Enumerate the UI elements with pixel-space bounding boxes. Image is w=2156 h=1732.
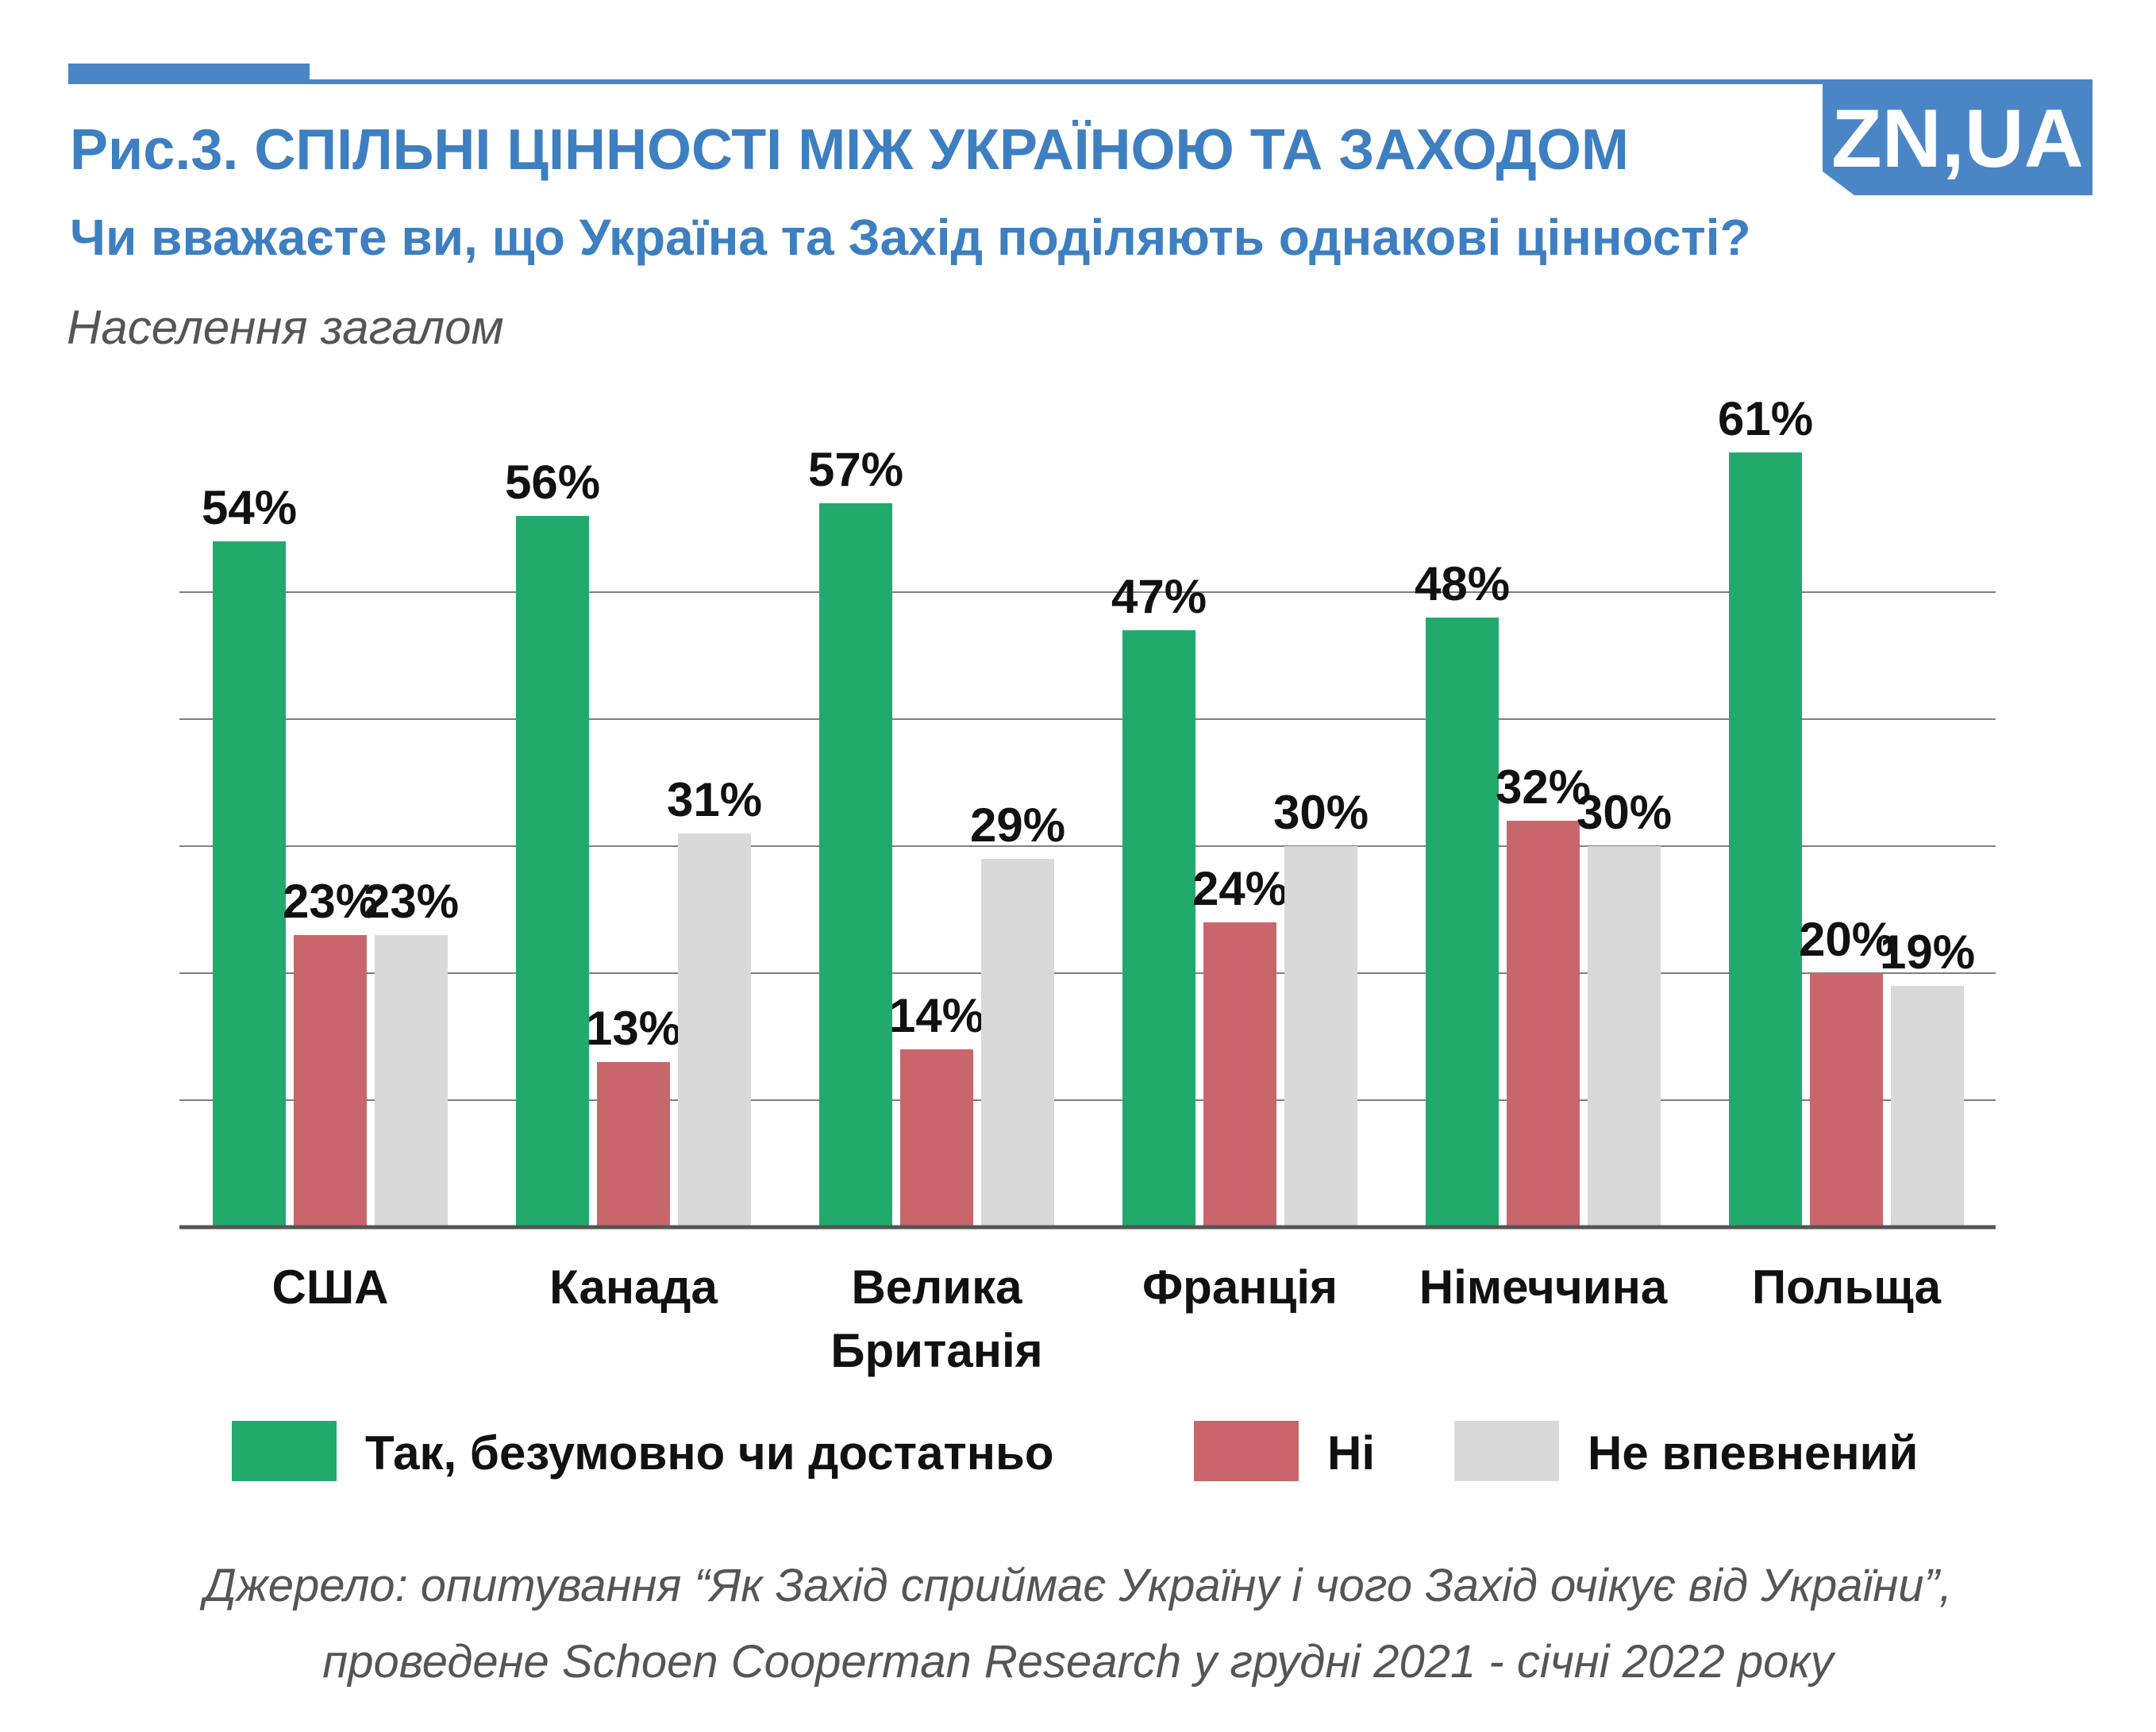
bar-yes [213, 541, 286, 1227]
header-accent-bar [68, 64, 310, 81]
chart-subtitle: Чи вважаєте ви, що Україна та Захід поді… [70, 209, 1751, 266]
data-label: 24% [1192, 862, 1288, 915]
logo-text: ZN,UA [1831, 93, 2084, 185]
bar-no [294, 935, 367, 1227]
data-label: 29% [970, 799, 1065, 852]
data-label: 57% [808, 443, 903, 496]
bar-no [1203, 922, 1276, 1227]
bar-no [1810, 973, 1883, 1227]
category-label: Німеччина [1419, 1261, 1668, 1314]
data-label: 31% [667, 773, 762, 826]
bar-yes [1729, 452, 1802, 1227]
data-label: 13% [586, 1002, 681, 1055]
source-line-2: проведене Schoen Cooperman Research у гр… [322, 1636, 1834, 1688]
data-label: 47% [1111, 570, 1207, 623]
data-label: 23% [283, 875, 378, 928]
bar-unsure [1891, 986, 1964, 1227]
data-label: 61% [1718, 392, 1813, 445]
source-note: Джерело: опитування “Як Захід сприймає У… [0, 1548, 2156, 1700]
chart-legend: Так, безумовно чи достатньо Ні Не впевне… [232, 1421, 1978, 1500]
bar-unsure [375, 935, 448, 1227]
bar-yes [516, 516, 589, 1227]
bar-yes [1426, 618, 1499, 1227]
bar-no [597, 1062, 670, 1227]
bar-yes [819, 503, 892, 1227]
bar-unsure [981, 859, 1054, 1227]
category-label: Франція [1142, 1261, 1338, 1314]
legend-label-yes: Так, безумовно чи достатньо [365, 1426, 1054, 1480]
category-label: Велика [851, 1261, 1022, 1314]
zn-ua-logo: ZN,UA [1823, 84, 2092, 195]
legend-label-no: Ні [1327, 1426, 1375, 1480]
bar-unsure [678, 833, 751, 1227]
bar-unsure [1284, 846, 1357, 1227]
bar-no [900, 1049, 973, 1227]
data-label: 32% [1496, 760, 1591, 814]
category-label: США [272, 1261, 389, 1314]
data-label: 54% [202, 481, 297, 534]
source-line-1: Джерело: опитування “Як Захід сприймає У… [204, 1560, 1952, 1611]
bar-chart: 54% 23%23% США 56% 13% 31% Канада 57% 14% 29% Вели… [179, 392, 1996, 1377]
data-label: 14% [889, 989, 984, 1042]
data-label: 30% [1577, 786, 1672, 839]
data-label: 20% [1799, 913, 1894, 966]
data-label: 30% [1273, 786, 1369, 839]
chart-title: Рис.3. СПІЛЬНІ ЦІННОСТІ МІЖ УКРАЇНОЮ ТА … [70, 118, 1629, 182]
data-label: 19% [1880, 926, 1975, 979]
population-note: Населення загалом [67, 301, 504, 354]
header-rule [68, 79, 2092, 84]
data-label: 23% [364, 875, 459, 928]
bar-unsure [1588, 846, 1661, 1227]
category-label: Польща [1752, 1261, 1942, 1314]
legend-swatch-unsure [1454, 1421, 1559, 1481]
data-label: 56% [505, 456, 600, 509]
category-label: Канада [549, 1261, 718, 1314]
bar-yes [1122, 630, 1195, 1227]
data-label: 48% [1415, 557, 1510, 610]
category-label: Британія [830, 1324, 1042, 1377]
legend-swatch-no [1194, 1421, 1299, 1481]
legend-swatch-yes [232, 1421, 337, 1481]
legend-label-unsure: Не впевнений [1588, 1426, 1919, 1480]
bar-no [1507, 821, 1580, 1227]
